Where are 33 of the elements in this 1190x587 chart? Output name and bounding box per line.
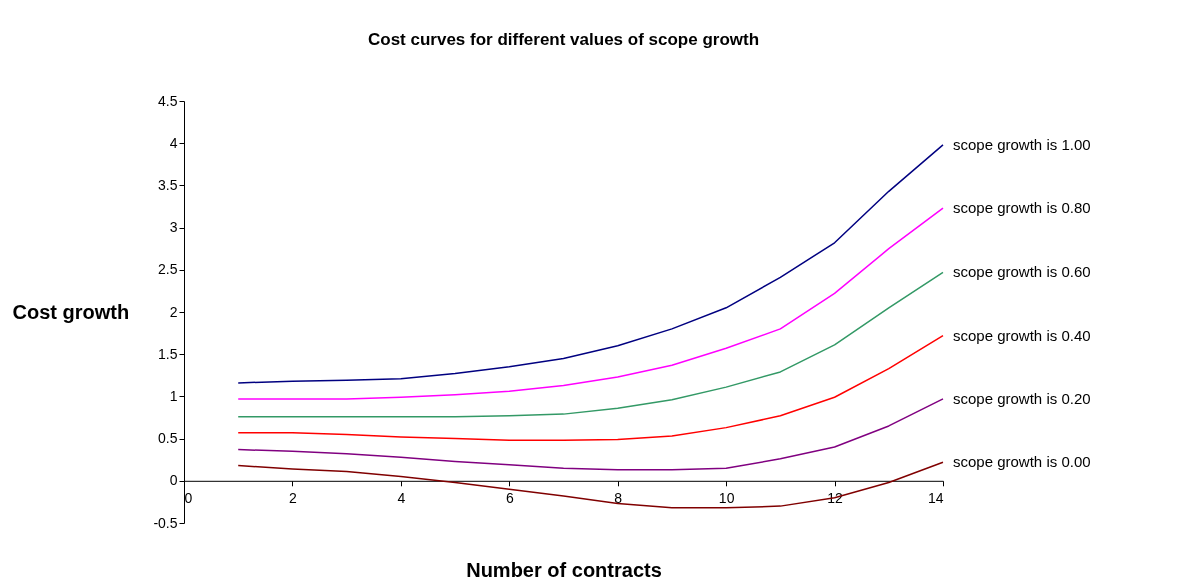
x-tick-label: 0 xyxy=(184,490,193,507)
line-series xyxy=(237,144,944,384)
series-label: scope growth is 0.60 xyxy=(953,263,1091,281)
y-tick-label: 3 xyxy=(169,219,178,236)
line-series xyxy=(237,398,944,471)
series-label: scope growth is 0.20 xyxy=(953,389,1091,407)
y-tick-label: 0.5 xyxy=(158,430,178,447)
series-label: scope growth is 0.40 xyxy=(953,326,1091,344)
x-tick-label: 2 xyxy=(289,490,298,507)
line-series xyxy=(237,207,944,400)
chart-title: Cost curves for different values of scope growth xyxy=(367,30,760,49)
series-label: scope growth is 1.00 xyxy=(953,135,1091,153)
line-series xyxy=(237,461,944,509)
y-tick-label: 0 xyxy=(169,472,178,489)
y-tick-label: 3.5 xyxy=(158,176,178,193)
x-tick-label: 4 xyxy=(397,490,406,507)
series-label: scope growth is 0.00 xyxy=(953,453,1091,471)
x-tick-label: 6 xyxy=(505,490,514,507)
x-tick-label: 14 xyxy=(927,490,944,507)
line-series xyxy=(237,334,944,442)
x-tick-label: 8 xyxy=(614,490,623,507)
y-tick-label: 2 xyxy=(169,303,178,320)
y-tick-label: 4.5 xyxy=(158,92,178,109)
series-label: scope growth is 0.80 xyxy=(953,199,1091,217)
y-tick-label: 2.5 xyxy=(158,261,178,278)
y-tick-label: 1.5 xyxy=(158,345,178,362)
y-tick-label: 1 xyxy=(169,387,178,404)
x-axis-title: Number of contracts xyxy=(466,559,662,582)
y-tick-label: -0.5 xyxy=(153,514,178,531)
y-tick-label: 4 xyxy=(169,134,178,151)
x-tick-label: 10 xyxy=(718,490,735,507)
line-series xyxy=(237,271,944,418)
y-axis-title: Cost growth xyxy=(12,300,130,323)
